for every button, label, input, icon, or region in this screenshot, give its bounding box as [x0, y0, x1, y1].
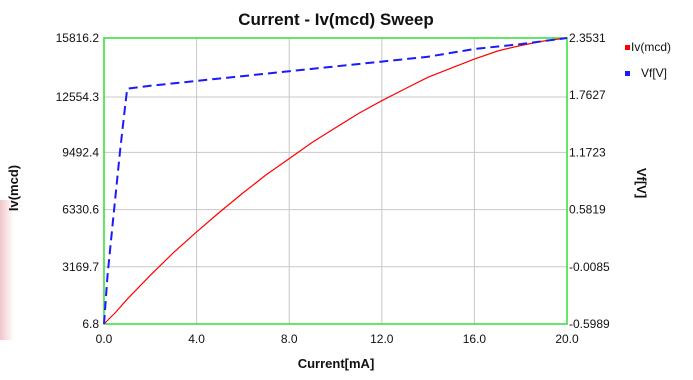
y-right-tick-label: 1.1723: [569, 145, 606, 159]
y-axis-title-left: Iv(mcd): [6, 165, 21, 211]
chart-title: Current - Iv(mcd) Sweep: [238, 10, 434, 29]
x-tick-label: 8.0: [281, 332, 298, 346]
series-layer: [103, 37, 568, 325]
y-right-tick-label: -0.5989: [569, 317, 610, 331]
x-axis-title: Current[mA]: [298, 356, 375, 371]
x-tick-label: 12.0: [370, 332, 394, 346]
legend-swatch-iv: [625, 45, 630, 50]
y-left-tick-label: 15816.2: [56, 31, 100, 45]
tick-labels: 0.0 4.0 8.0 12.0 16.0 20.0 6.8 3169.7 6330.6 9492…: [56, 31, 610, 346]
y-left-tick-label: 3169.7: [62, 260, 99, 274]
legend: Iv(mcd) Vf[V]: [625, 40, 671, 80]
plot-area-frame: [103, 37, 568, 325]
y-left-tick-label: 9492.4: [62, 145, 99, 159]
series-line-vf: [103, 37, 568, 325]
y-right-tick-label: -0.0085: [569, 260, 610, 274]
y-left-tick-label: 12554.3: [56, 90, 100, 104]
y-right-tick-label: 0.5819: [569, 203, 606, 217]
grid: [104, 38, 567, 324]
x-tick-label: 4.0: [188, 332, 205, 346]
x-tick-label: 20.0: [555, 332, 579, 346]
y-axis-title-right: Vf[V]: [634, 168, 649, 198]
y-left-tick-label: 6.8: [82, 317, 99, 331]
legend-label-vf: Vf[V]: [641, 66, 667, 80]
y-left-tick-label: 6330.6: [62, 203, 99, 217]
legend-swatch-vf: [625, 71, 630, 76]
y-right-tick-label: 2.3531: [569, 31, 606, 45]
edge-accent: [0, 200, 14, 340]
x-tick-label: 16.0: [463, 332, 487, 346]
y-right-tick-label: 1.7627: [569, 88, 606, 102]
series-line-iv: [103, 37, 568, 325]
legend-label-iv: Iv(mcd): [631, 40, 671, 54]
x-tick-label: 0.0: [96, 332, 113, 346]
